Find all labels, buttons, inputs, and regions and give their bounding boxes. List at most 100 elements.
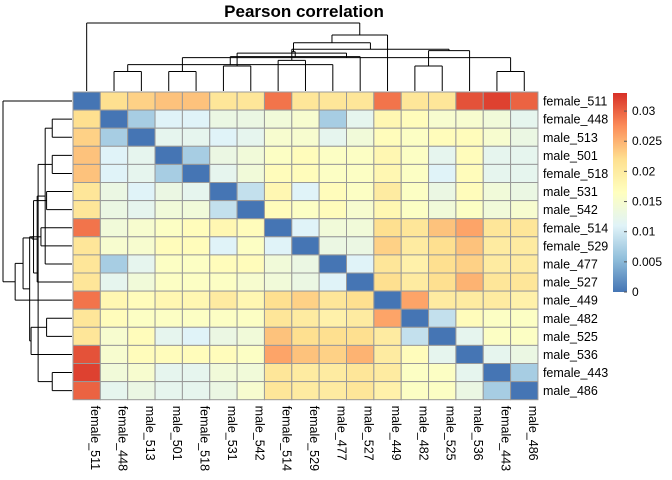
heatmap-cell bbox=[291, 236, 320, 256]
heatmap-cell bbox=[209, 272, 238, 292]
heatmap-cell bbox=[373, 200, 402, 220]
heatmap-cell bbox=[291, 308, 320, 328]
heatmap-cell bbox=[154, 308, 183, 328]
heatmap-cell bbox=[263, 272, 293, 292]
heatmap-cell bbox=[154, 145, 183, 165]
heatmap-cell bbox=[291, 109, 320, 129]
legend-tick-label: 0.015 bbox=[632, 195, 662, 209]
heatmap-cell bbox=[72, 218, 101, 238]
heatmap-cell bbox=[373, 381, 402, 401]
heatmap-cell bbox=[318, 344, 347, 364]
column-labels: female_511 female_448 male_513 male_501 fema… bbox=[88, 406, 540, 471]
heatmap-cell bbox=[154, 254, 183, 274]
heatmap-cell bbox=[181, 326, 211, 346]
heatmap-cell bbox=[127, 200, 156, 220]
heatmap-cell bbox=[209, 254, 238, 274]
heatmap-cell bbox=[400, 326, 430, 346]
heatmap-cell bbox=[428, 381, 457, 401]
heatmap-cell bbox=[482, 290, 512, 310]
heatmap-cell bbox=[428, 326, 457, 346]
heatmap-cell bbox=[373, 127, 402, 147]
column-label: female_511 bbox=[88, 406, 102, 470]
heatmap-cells bbox=[72, 91, 539, 401]
heatmap-cell bbox=[510, 290, 539, 310]
heatmap-cell bbox=[482, 218, 512, 238]
heatmap-cell bbox=[99, 326, 129, 346]
heatmap-cell bbox=[346, 109, 375, 129]
heatmap-cell bbox=[510, 326, 539, 346]
heatmap-cell bbox=[510, 91, 539, 111]
heatmap-cell bbox=[428, 363, 457, 383]
heatmap-cell bbox=[72, 290, 101, 310]
heatmap-cell bbox=[72, 326, 101, 346]
heatmap-cell bbox=[154, 182, 183, 202]
heatmap-cell bbox=[181, 254, 211, 274]
heatmap-cell bbox=[154, 91, 183, 111]
heatmap-cell bbox=[318, 200, 347, 220]
row-label: male_527 bbox=[543, 276, 598, 290]
heatmap-cell bbox=[482, 344, 512, 364]
heatmap-cell bbox=[455, 381, 484, 401]
heatmap-cell bbox=[455, 163, 484, 183]
heatmap-cell bbox=[154, 218, 183, 238]
heatmap-cell bbox=[373, 182, 402, 202]
heatmap-cell bbox=[482, 127, 512, 147]
heatmap-cell bbox=[428, 163, 457, 183]
heatmap-cell bbox=[181, 308, 211, 328]
heatmap-cell bbox=[209, 200, 238, 220]
heatmap-cell bbox=[127, 218, 156, 238]
column-label: male_482 bbox=[416, 406, 430, 461]
heatmap-cell bbox=[127, 145, 156, 165]
heatmap-cell bbox=[400, 272, 430, 292]
row-label: male_513 bbox=[543, 131, 598, 145]
heatmap-cell bbox=[99, 254, 129, 274]
column-label: male_525 bbox=[444, 406, 458, 461]
heatmap-cell bbox=[373, 308, 402, 328]
heatmap-cell bbox=[373, 254, 402, 274]
heatmap-cell bbox=[373, 236, 402, 256]
heatmap-cell bbox=[400, 91, 430, 111]
row-label: male_501 bbox=[543, 149, 598, 163]
heatmap-cell bbox=[510, 163, 539, 183]
legend-tick-label: 0.02 bbox=[632, 164, 656, 178]
heatmap-cell bbox=[209, 91, 238, 111]
heatmap-cell bbox=[510, 109, 539, 129]
heatmap-cell bbox=[318, 182, 347, 202]
heatmap-cell bbox=[346, 363, 375, 383]
heatmap-cell bbox=[346, 236, 375, 256]
heatmap-cell bbox=[263, 236, 293, 256]
heatmap-cell bbox=[236, 127, 265, 147]
heatmap-cell bbox=[428, 236, 457, 256]
heatmap-cell bbox=[346, 91, 375, 111]
heatmap-cell bbox=[482, 109, 512, 129]
heatmap-cell bbox=[209, 381, 238, 401]
heatmap-cell bbox=[236, 182, 265, 202]
heatmap-cell bbox=[181, 236, 211, 256]
heatmap-cell bbox=[181, 218, 211, 238]
row-label: male_531 bbox=[543, 185, 598, 199]
heatmap-cell bbox=[400, 200, 430, 220]
heatmap-cell bbox=[154, 381, 183, 401]
heatmap-cell bbox=[127, 236, 156, 256]
column-label: female_514 bbox=[280, 406, 294, 471]
heatmap-cell bbox=[346, 308, 375, 328]
heatmap-cell bbox=[72, 272, 101, 292]
heatmap-cell bbox=[154, 109, 183, 129]
heatmap-cell bbox=[154, 200, 183, 220]
heatmap-cell bbox=[181, 344, 211, 364]
heatmap-cell bbox=[318, 363, 347, 383]
heatmap-cell bbox=[236, 145, 265, 165]
heatmap-cell bbox=[400, 344, 430, 364]
heatmap-cell bbox=[99, 218, 129, 238]
heatmap-cell bbox=[263, 182, 293, 202]
heatmap-cell bbox=[154, 272, 183, 292]
heatmap-cell bbox=[127, 308, 156, 328]
heatmap-cell bbox=[482, 163, 512, 183]
column-label: male_477 bbox=[334, 406, 348, 461]
heatmap-cell bbox=[428, 91, 457, 111]
heatmap-cell bbox=[373, 326, 402, 346]
heatmap-cell bbox=[455, 127, 484, 147]
heatmap-cell bbox=[181, 145, 211, 165]
heatmap-cell bbox=[181, 163, 211, 183]
heatmap-cell bbox=[263, 381, 293, 401]
